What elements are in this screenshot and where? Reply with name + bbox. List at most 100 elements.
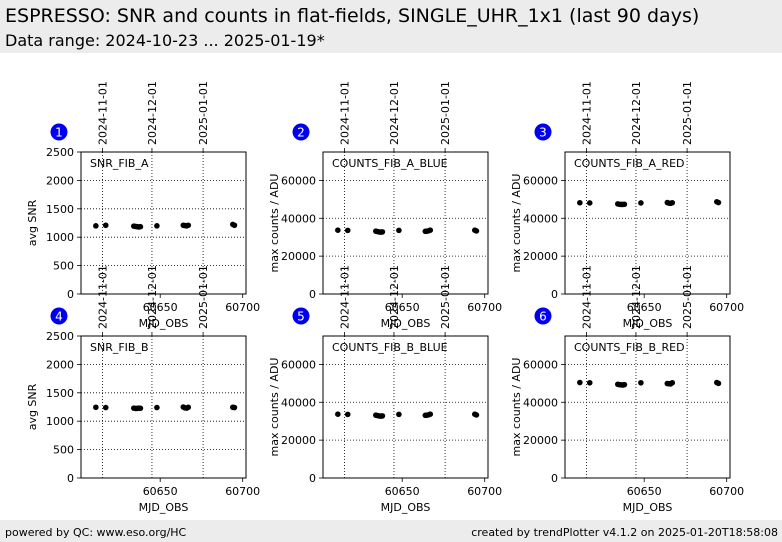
y-tick-label: 20000	[281, 434, 316, 447]
x-tick-label: 60650	[627, 485, 662, 498]
x-tick-label: 60650	[143, 485, 178, 498]
data-point	[586, 200, 593, 206]
data-point	[93, 404, 99, 411]
axes-frame	[322, 151, 489, 295]
panel-number: 4	[55, 310, 63, 324]
y-tick-label: 2000	[46, 358, 74, 371]
y-tick-label: 500	[53, 260, 74, 273]
panel-number-badge	[50, 123, 68, 141]
date-label: 2024-11-01	[338, 265, 351, 329]
panel-number-badge	[292, 307, 310, 325]
x-axis-label: MJD_OBS	[623, 501, 673, 514]
panel-number: 3	[539, 126, 547, 140]
y-axis-label: max counts / ADU	[510, 358, 523, 457]
data-point	[427, 411, 434, 417]
data-point	[185, 222, 192, 229]
series-label: SNR_FIB_B	[90, 341, 149, 354]
title-bar	[0, 0, 782, 53]
axes-frame	[564, 151, 731, 295]
y-axis-label: avg SNR	[26, 383, 39, 430]
panel-number-badge	[534, 307, 552, 325]
y-tick-label: 60000	[523, 358, 558, 371]
data-point	[137, 223, 144, 230]
y-axis-label: max counts / ADU	[510, 174, 523, 273]
y-tick-label: 20000	[523, 434, 558, 447]
y-tick-label: 20000	[281, 250, 316, 263]
date-label: 2024-12-01	[146, 265, 159, 329]
y-tick-label: 2000	[46, 174, 74, 187]
data-point	[231, 404, 238, 411]
x-tick-label: 60700	[225, 485, 260, 498]
data-point	[93, 223, 99, 229]
y-axis-label: max counts / ADU	[268, 358, 281, 457]
x-tick-label: 60650	[143, 301, 178, 314]
date-label: 2024-12-01	[388, 81, 401, 145]
footer-created: created by trendPlotter v4.1.2 on 2025-0…	[471, 526, 778, 539]
footer-credit: powered by QC: www.eso.org/HC	[5, 526, 187, 539]
x-tick-label: 60700	[467, 301, 502, 314]
panel-number: 5	[297, 310, 305, 324]
chart-panel-3: 2024-11-01 2024-12-01 2025-01-01 0 20000 4000…	[510, 81, 744, 330]
date-label: 2024-11-01	[580, 265, 593, 329]
data-point	[154, 404, 160, 411]
date-label: 2025-01-01	[681, 265, 694, 329]
chart-panel-4: 2024-11-01 2024-12-01 2025-01-01 0 500 1000 15…	[26, 265, 260, 514]
series-label: COUNTS_FIB_A_RED	[574, 157, 685, 170]
x-axis-label: MJD_OBS	[381, 501, 431, 514]
panel-number-badge	[50, 307, 68, 325]
data-point	[586, 379, 593, 386]
axes-frame	[80, 151, 247, 295]
data-point	[621, 201, 628, 208]
x-tick-label: 60700	[709, 485, 744, 498]
series-label: COUNTS_FIB_B_BLUE	[332, 341, 448, 354]
data-point	[715, 380, 722, 387]
series-label: COUNTS_FIB_A_BLUE	[332, 157, 448, 170]
x-tick-label: 60700	[467, 485, 502, 498]
panel-number: 6	[539, 310, 547, 324]
data-point	[669, 379, 676, 386]
y-tick-label: 0	[309, 288, 316, 301]
data-point	[102, 404, 109, 411]
date-label: 2024-12-01	[630, 265, 643, 329]
data-point	[379, 229, 386, 235]
date-label: 2024-11-01	[580, 81, 593, 145]
y-tick-label: 40000	[281, 212, 316, 225]
data-point	[577, 199, 583, 206]
data-point	[396, 411, 402, 418]
data-point	[473, 412, 480, 418]
date-label: 2025-01-01	[681, 81, 694, 145]
date-label: 2024-11-01	[96, 265, 109, 329]
data-point	[638, 379, 644, 386]
data-point	[669, 199, 676, 206]
y-tick-label: 500	[53, 444, 74, 457]
data-point	[335, 227, 341, 233]
panel-number: 1	[55, 126, 63, 140]
data-point	[344, 411, 351, 418]
series-label: SNR_FIB_A	[90, 157, 149, 170]
panel-number: 2	[297, 126, 305, 140]
y-tick-label: 2500	[46, 330, 74, 343]
y-tick-label: 40000	[281, 396, 316, 409]
chart-panel-1: 2024-11-01 2024-12-01 2025-01-01 0 500 1000 15…	[26, 81, 260, 330]
y-tick-label: 1500	[46, 203, 74, 216]
data-point	[344, 227, 351, 234]
data-point	[335, 411, 341, 417]
y-tick-label: 1000	[46, 231, 74, 244]
x-axis-label: MJD_OBS	[623, 317, 673, 330]
y-tick-label: 0	[551, 288, 558, 301]
y-tick-label: 1500	[46, 387, 74, 400]
panel-number-badge	[292, 123, 310, 141]
data-point	[379, 413, 386, 419]
x-axis-label: MJD_OBS	[381, 317, 431, 330]
data-point	[621, 381, 628, 388]
data-point	[185, 404, 192, 411]
series-label: COUNTS_FIB_B_RED	[574, 341, 685, 354]
data-point	[137, 405, 144, 412]
data-point	[102, 222, 109, 229]
x-tick-label: 60700	[225, 301, 260, 314]
data-point	[231, 222, 238, 229]
data-point	[396, 227, 402, 234]
data-point	[715, 199, 722, 206]
date-label: 2024-12-01	[388, 265, 401, 329]
